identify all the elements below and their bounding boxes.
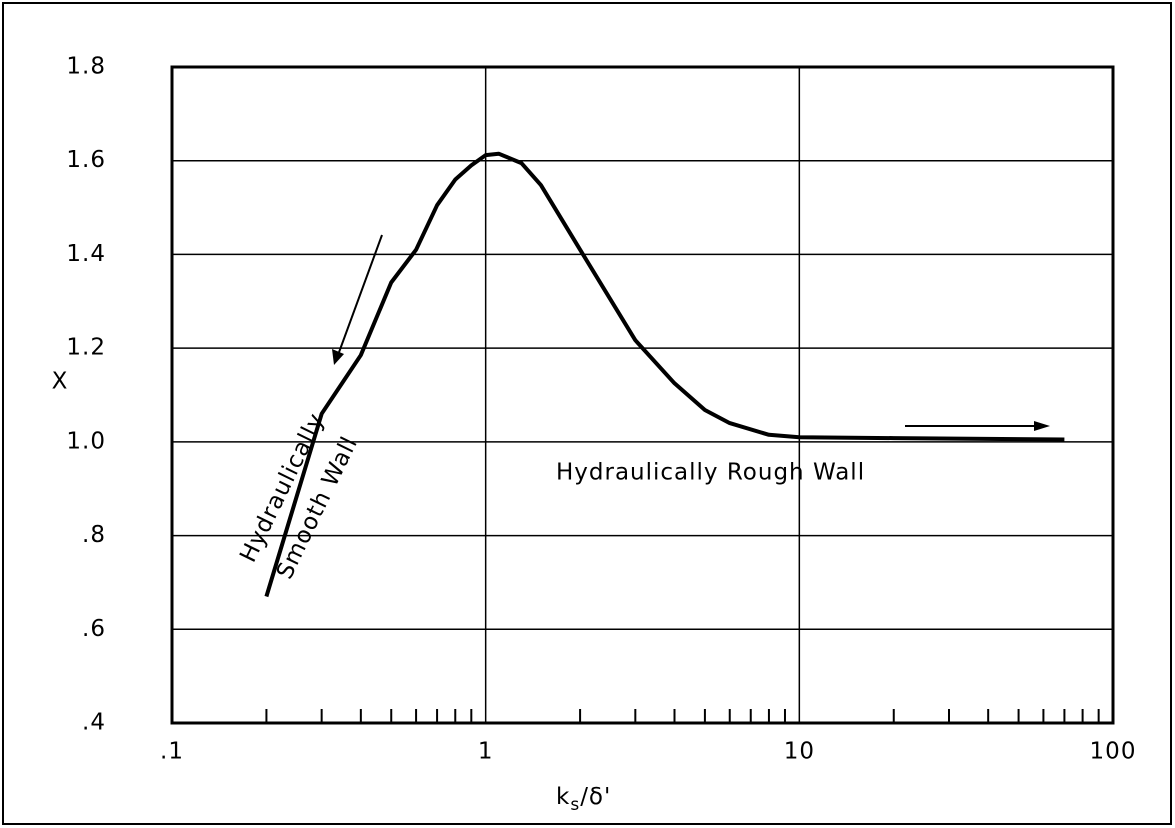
arrow-head	[1034, 421, 1050, 431]
data-line	[264, 151, 1065, 598]
plot-area	[170, 65, 1115, 725]
x-axis-label: ks/δ'	[556, 784, 611, 816]
x-label-sub: s	[570, 795, 580, 815]
x-tick-label: 100	[1090, 739, 1137, 765]
y-axis-label: X	[52, 369, 69, 395]
x-label-rest: /δ'	[580, 784, 611, 810]
y-tick-label: 1.8	[66, 54, 106, 80]
y-tick-label: .4	[82, 710, 106, 736]
y-tick-label: 1.0	[66, 428, 106, 454]
x-label-main: k	[556, 784, 570, 810]
x-tick-label: 10	[784, 739, 815, 765]
y-tick-label: .8	[82, 522, 106, 548]
x-tick-label: 1	[478, 739, 494, 765]
y-tick-label: 1.6	[66, 147, 106, 173]
x-tick-label: .1	[160, 739, 184, 765]
y-tick-label: .6	[82, 616, 106, 642]
arrow	[337, 234, 383, 356]
y-tick-label: 1.2	[66, 335, 106, 361]
arrow-head	[332, 349, 344, 365]
y-tick-label: 1.4	[66, 241, 106, 267]
annotation: Hydraulically Rough Wall	[556, 460, 865, 486]
